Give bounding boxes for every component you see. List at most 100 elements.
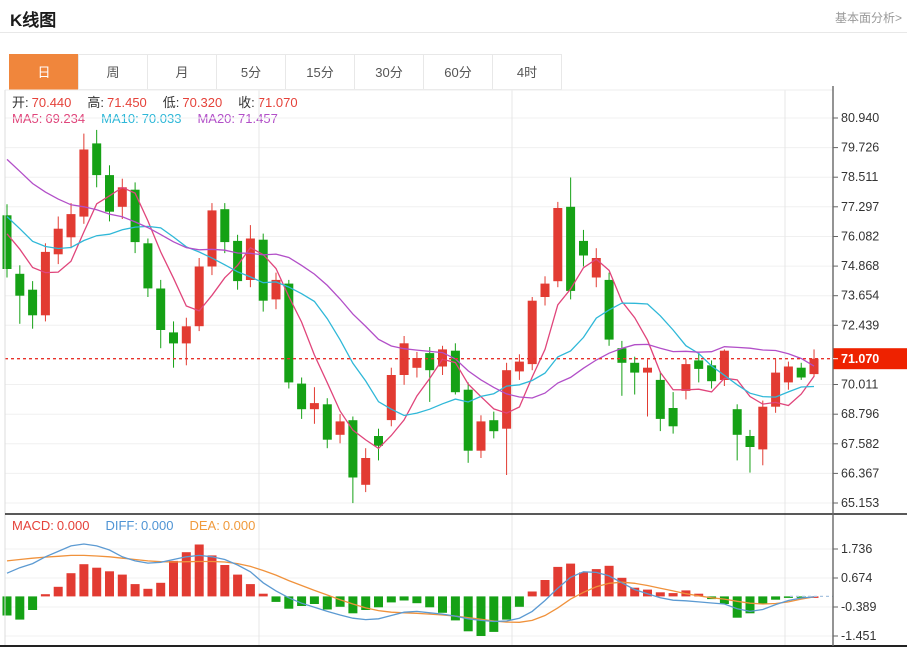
tab-interval-7[interactable]: 60分 [423, 54, 493, 90]
macd-bar [335, 596, 345, 607]
candle-body[interactable] [2, 215, 12, 269]
macd-bar [694, 593, 704, 597]
candle-body[interactable] [322, 404, 332, 440]
candle-body[interactable] [630, 362, 640, 373]
candle-body[interactable] [297, 383, 307, 410]
candle-body[interactable] [412, 358, 422, 368]
candle-body[interactable] [527, 300, 537, 365]
candle-body[interactable] [566, 206, 576, 291]
macd-bar [92, 567, 102, 597]
axis-tick-label: 65.153 [841, 496, 879, 510]
macd-bar [361, 596, 371, 610]
candle-body[interactable] [386, 375, 396, 421]
candle-body[interactable] [271, 279, 281, 300]
candle-body[interactable] [771, 372, 781, 407]
candle-body[interactable] [489, 420, 499, 432]
candle-body[interactable] [233, 240, 243, 282]
tab-interval-1[interactable]: 日 [9, 54, 79, 90]
legend-item: MACD: 0.000 [12, 518, 90, 533]
candle-body[interactable] [540, 283, 550, 297]
candle-body[interactable] [130, 189, 140, 243]
tab-interval-5[interactable]: 15分 [285, 54, 355, 90]
candle-body[interactable] [579, 240, 588, 256]
macd-bar [271, 596, 281, 602]
candle-body[interactable] [643, 367, 652, 373]
macd-bar [655, 592, 665, 597]
candle-body[interactable] [284, 283, 294, 383]
legend-item: 高: 71.450 [87, 95, 147, 110]
candle-body[interactable] [15, 273, 25, 296]
candle-body[interactable] [220, 209, 230, 243]
candle-body[interactable] [745, 436, 755, 447]
candle-body[interactable] [245, 238, 255, 281]
candle-body[interactable] [668, 408, 678, 427]
candle-body[interactable] [655, 379, 665, 419]
candle-body[interactable] [207, 210, 217, 267]
macd-bar [732, 596, 742, 618]
candle-body[interactable] [553, 208, 563, 282]
candle-body[interactable] [194, 266, 204, 327]
candle-body[interactable] [258, 239, 268, 301]
candle-body[interactable] [514, 361, 524, 372]
candle-body[interactable] [707, 365, 717, 382]
candle-body[interactable] [335, 421, 345, 435]
candle-body[interactable] [66, 214, 76, 238]
candle-body[interactable] [450, 350, 460, 393]
candle-body[interactable] [53, 228, 63, 255]
candle-body[interactable] [617, 348, 627, 363]
macd-bar [579, 572, 588, 597]
macd-bar [617, 577, 627, 597]
axis-tick-label: 70.011 [841, 378, 878, 392]
candle-body[interactable] [79, 149, 89, 217]
candle-body[interactable] [309, 403, 319, 410]
candle-body[interactable] [348, 420, 358, 478]
macd-bar [297, 596, 307, 606]
candle-body[interactable] [681, 364, 691, 391]
macd-bar [207, 555, 217, 597]
candle-body[interactable] [591, 258, 601, 278]
candle-body[interactable] [156, 288, 166, 331]
candle-body[interactable] [399, 343, 409, 375]
candle-body[interactable] [438, 349, 447, 367]
macd-bar [643, 589, 652, 597]
macd-bar [540, 580, 550, 597]
current-price-label: 71.070 [841, 352, 879, 366]
macd-bar [348, 596, 358, 614]
candle-body[interactable] [28, 289, 38, 316]
candle-body[interactable] [476, 421, 486, 451]
candle-body[interactable] [694, 360, 704, 369]
macd-bar [399, 596, 409, 601]
candle-body[interactable] [809, 358, 819, 375]
macd-bar [630, 587, 640, 597]
ohlc-legend: 开: 70.440 高: 71.450 低: 70.320 收: 71.070 [12, 92, 314, 111]
macd-histogram[interactable] [2, 544, 819, 637]
axis-tick-label: 72.439 [841, 318, 879, 332]
candle-body[interactable] [169, 332, 178, 344]
candle-body[interactable] [117, 187, 127, 207]
candle-body[interactable] [463, 389, 473, 451]
tab-interval-3[interactable]: 月 [147, 54, 217, 90]
macd-bar [425, 596, 435, 608]
candles-group[interactable] [2, 129, 819, 504]
candle-body[interactable] [425, 353, 435, 371]
candle-body[interactable] [40, 251, 50, 316]
candle-body[interactable] [181, 326, 191, 344]
candle-body[interactable] [719, 350, 729, 380]
candle-body[interactable] [105, 175, 114, 212]
candle-body[interactable] [361, 458, 371, 485]
tab-interval-4[interactable]: 5分 [216, 54, 286, 90]
candle-body[interactable] [502, 370, 512, 429]
candle-body[interactable] [796, 367, 806, 378]
macd-bar [450, 596, 460, 621]
tab-interval-6[interactable]: 30分 [354, 54, 424, 90]
candle-body[interactable] [758, 406, 768, 450]
candle-body[interactable] [374, 436, 383, 446]
axis-tick-label: -1.451 [841, 629, 876, 643]
candle-body[interactable] [143, 243, 153, 289]
fundamental-analysis-link[interactable]: 基本面分析> [834, 11, 902, 25]
candle-body[interactable] [783, 366, 793, 383]
candle-body[interactable] [732, 409, 742, 435]
candle-body[interactable] [92, 143, 102, 176]
